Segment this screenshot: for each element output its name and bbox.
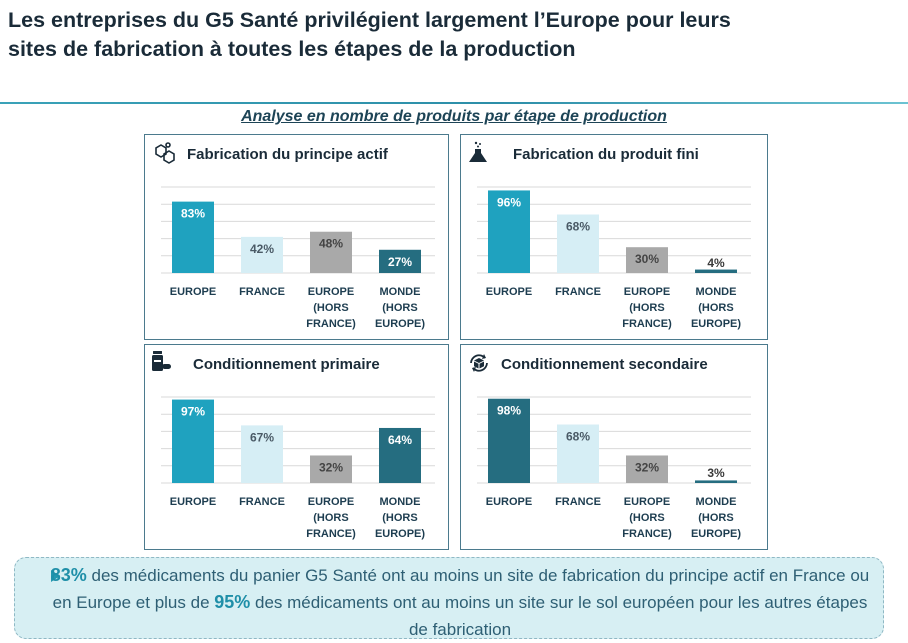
category-label: EUROPE (HORS FRANCE) [306,496,356,540]
category-label: EUROPE (HORS FRANCE) [306,286,356,330]
bar [488,190,530,273]
panel-header: Fabrication du produit fini [461,135,767,169]
bar-chart: 98% EUROPE 68% FRANCE 32% EUROPE (HORS FRANCE) 3… [477,396,751,540]
bar-value-label: 48% [319,237,343,251]
bar [241,425,283,483]
bar-value-label: 98% [497,404,521,418]
bar [626,247,668,273]
category-label: EUROPE [486,496,532,508]
bar-value-label: 42% [250,242,274,256]
package-cycle-icon [470,354,488,372]
bar [488,398,530,483]
category-label: MONDE (HORS EUROPE) [375,496,425,540]
category-label: EUROPE (HORS FRANCE) [622,286,672,330]
bar [557,214,599,273]
page-title-line-1: Les entreprises du G5 Santé privilégient… [8,8,731,32]
category-label: EUROPE [170,496,216,508]
key-text-1: des médicaments du panier G5 Santé ont a… [52,566,870,612]
key-finding-text: 83% des médicaments du panier G5 Santé o… [45,562,875,643]
category-label: MONDE (HORS EUROPE) [375,286,425,330]
bar-value-label: 67% [250,430,274,444]
panel-fabrication-principe-actif: Fabrication du principe actif 83% EUROPE 4… [144,134,449,340]
bar-value-label: 3% [707,466,725,480]
panel-title: Conditionnement primaire [193,356,380,373]
category-label: EUROPE [486,286,532,298]
molecule-icon [155,142,175,164]
bar-value-label: 97% [181,405,205,419]
bar [695,269,737,273]
panel-header: Conditionnement primaire [145,345,448,379]
category-label: FRANCE [239,496,285,508]
category-label: FRANCE [239,286,285,298]
panel-fabrication-produit-fini: Fabrication du produit fini 96% EUROPE 68%… [460,134,768,340]
flask-icon [469,141,487,162]
title-divider [0,102,908,104]
panel-title: Fabrication du principe actif [187,146,388,163]
bar-chart: 83% EUROPE 42% FRANCE 48% EUROPE (HORS FRANCE) 2… [161,186,435,330]
bar-value-label: 27% [388,255,412,269]
bar [172,201,214,273]
bar [172,399,214,483]
bar-chart: 97% EUROPE 67% FRANCE 32% EUROPE (HORS FRANCE) 6… [161,396,435,540]
panel-conditionnement-primaire: Conditionnement primaire 97% EUROPE 67% FRA… [144,344,449,550]
category-label: FRANCE [555,496,601,508]
panel-title: Conditionnement secondaire [501,356,708,373]
key-finding-callout: 83% des médicaments du panier G5 Santé o… [14,557,884,639]
panel-conditionnement-secondaire: Conditionnement secondaire 98% EUROPE 68% F… [460,344,768,550]
key-text-2: des médicaments ont au moins un site sur… [250,593,868,639]
bar-value-label: 96% [497,195,521,209]
panel-header: Conditionnement secondaire [461,345,767,379]
category-label: MONDE (HORS EUROPE) [691,496,741,540]
bar [310,455,352,483]
category-label: MONDE (HORS EUROPE) [691,286,741,330]
bullet-arrow-icon [51,570,60,582]
bar-value-label: 4% [707,256,725,270]
panel-title: Fabrication du produit fini [513,146,699,163]
panel-header: Fabrication du principe actif [145,135,448,169]
bar [557,424,599,483]
key-stat-2: 95% [214,592,251,612]
bar [241,236,283,273]
bar [626,455,668,483]
bar [695,480,737,483]
page-title: Les entreprises du G5 Santé privilégient… [8,6,888,64]
chart-section-subtitle: Analyse en nombre de produits par étape … [241,108,667,125]
bar-value-label: 68% [566,220,590,234]
key-stat-1: 83% [50,565,87,585]
bar [379,249,421,273]
bar-value-label: 64% [388,433,412,447]
pill-bottle-icon [152,351,171,371]
category-label: EUROPE [170,286,216,298]
bar-value-label: 32% [635,460,659,474]
bar-value-label: 68% [566,430,590,444]
bar [310,231,352,273]
category-label: FRANCE [555,286,601,298]
bar-value-label: 83% [181,207,205,221]
page-title-line-2: sites de fabrication à toutes les étapes… [8,37,576,61]
bar-value-label: 32% [319,460,343,474]
category-label: EUROPE (HORS FRANCE) [622,496,672,540]
bar-value-label: 30% [635,252,659,266]
bar [379,427,421,483]
bar-chart: 96% EUROPE 68% FRANCE 30% EUROPE (HORS FRANCE) 4… [477,186,751,330]
